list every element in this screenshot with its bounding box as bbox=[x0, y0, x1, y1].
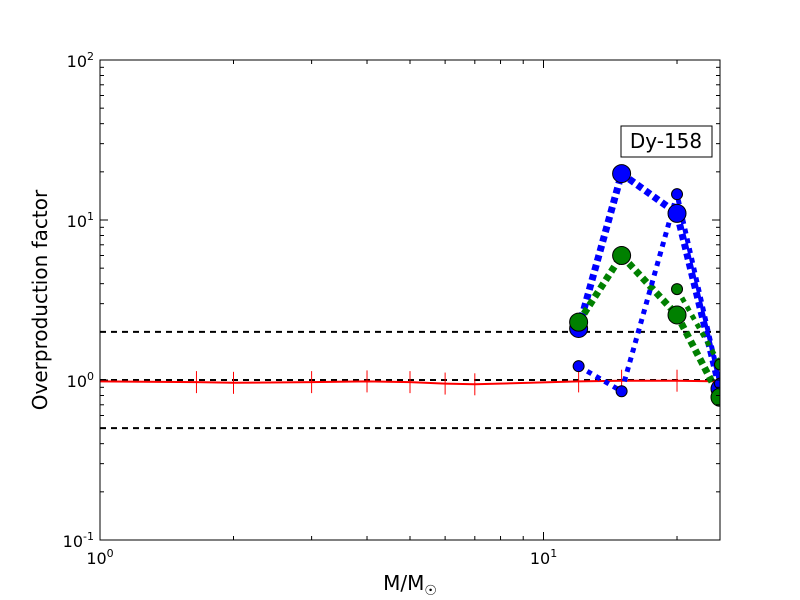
series-point bbox=[714, 377, 720, 390]
series-point bbox=[615, 385, 628, 398]
series-point bbox=[714, 358, 720, 371]
series-point bbox=[671, 188, 684, 201]
series-point bbox=[667, 305, 687, 325]
series-line-3 bbox=[577, 193, 720, 396]
annotation-frame bbox=[620, 125, 713, 158]
tick-label: 101 bbox=[530, 547, 557, 568]
series-point bbox=[572, 360, 585, 373]
series-point bbox=[671, 283, 684, 296]
red-line-path bbox=[100, 379, 720, 386]
tick-label: 102 bbox=[67, 50, 94, 71]
series-point bbox=[612, 245, 632, 265]
series-point bbox=[612, 164, 632, 184]
annotation-label: Dy-158 bbox=[630, 129, 702, 153]
tick-label: 101 bbox=[67, 210, 94, 231]
series-point bbox=[569, 312, 589, 332]
y-axis-label: Overproduction factor bbox=[28, 189, 52, 410]
markers-group bbox=[569, 164, 720, 407]
series-line-1 bbox=[575, 167, 720, 390]
annotation-box: Dy-158 bbox=[620, 125, 713, 158]
x-axis-label: M/M☉ bbox=[383, 571, 437, 599]
tick-label: 100 bbox=[86, 547, 113, 568]
series-group bbox=[575, 167, 720, 399]
tick-label: 100 bbox=[67, 370, 94, 391]
series-line-4 bbox=[674, 287, 720, 366]
series-point bbox=[667, 203, 687, 223]
series-point bbox=[710, 387, 720, 407]
red-ratio-line bbox=[100, 369, 720, 396]
tick-label: 10-1 bbox=[63, 530, 94, 551]
